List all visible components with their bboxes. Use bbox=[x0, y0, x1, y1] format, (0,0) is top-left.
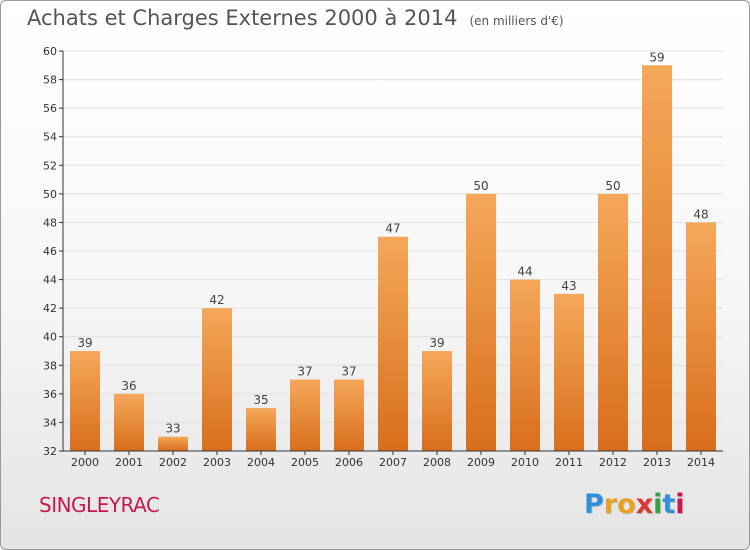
chart-title-text: Achats et Charges Externes 2000 à 2014 bbox=[27, 6, 458, 30]
bar bbox=[686, 222, 716, 451]
bar bbox=[466, 193, 496, 451]
bar bbox=[290, 379, 320, 451]
y-tick-label: 34 bbox=[43, 416, 57, 429]
x-tick-label: 2007 bbox=[379, 456, 407, 469]
x-tick-label: 2011 bbox=[555, 456, 583, 469]
bar bbox=[510, 279, 540, 451]
bar bbox=[422, 351, 452, 451]
data-label: 39 bbox=[429, 336, 444, 350]
x-tick-label: 2006 bbox=[335, 456, 363, 469]
data-label: 47 bbox=[385, 222, 400, 236]
x-tick-label: 2014 bbox=[687, 456, 715, 469]
x-tick-label: 2001 bbox=[115, 456, 143, 469]
y-tick-label: 56 bbox=[43, 102, 57, 115]
tick-labels: 32 34 36 38 40 42 44 46 48 50 52 54 56 58 60 39 2000 36 20… bbox=[43, 45, 715, 469]
axes bbox=[59, 50, 723, 455]
x-tick-label: 2013 bbox=[643, 456, 671, 469]
data-label: 50 bbox=[605, 179, 620, 193]
y-tick-label: 40 bbox=[43, 331, 57, 344]
x-tick-label: 2003 bbox=[203, 456, 231, 469]
data-label: 35 bbox=[253, 393, 268, 407]
bar bbox=[246, 408, 276, 451]
y-tick-label: 54 bbox=[43, 131, 57, 144]
bar bbox=[378, 236, 408, 451]
bar bbox=[642, 65, 672, 452]
x-tick-label: 2012 bbox=[599, 456, 627, 469]
y-tick-label: 60 bbox=[43, 45, 57, 58]
x-tick-label: 2000 bbox=[71, 456, 99, 469]
data-label: 48 bbox=[693, 207, 708, 221]
y-tick-label: 44 bbox=[43, 274, 57, 287]
data-label: 59 bbox=[649, 50, 664, 64]
bar bbox=[114, 393, 144, 451]
logo-letter: t bbox=[662, 489, 676, 520]
data-label: 44 bbox=[517, 265, 532, 279]
x-tick-label: 2010 bbox=[511, 456, 539, 469]
bar bbox=[334, 379, 364, 451]
y-tick-label: 50 bbox=[43, 188, 57, 201]
x-tick-label: 2002 bbox=[159, 456, 187, 469]
y-tick-label: 52 bbox=[43, 159, 57, 172]
y-tick-label: 36 bbox=[43, 388, 57, 401]
x-tick-label: 2005 bbox=[291, 456, 319, 469]
bar bbox=[554, 293, 584, 451]
bar bbox=[70, 351, 100, 451]
y-tick-label: 38 bbox=[43, 359, 57, 372]
chart-title: Achats et Charges Externes 2000 à 2014 (e… bbox=[27, 6, 564, 30]
y-tick-label: 46 bbox=[43, 245, 57, 258]
logo-letter: r bbox=[603, 489, 618, 520]
bar bbox=[158, 436, 188, 451]
data-label: 36 bbox=[121, 379, 136, 393]
data-label: 50 bbox=[473, 179, 488, 193]
bar bbox=[598, 193, 628, 451]
logo-letter: i bbox=[653, 489, 663, 520]
data-label: 33 bbox=[165, 422, 180, 436]
y-tick-label: 42 bbox=[43, 302, 57, 315]
data-label: 43 bbox=[561, 279, 576, 293]
proxiti-logo: Proxiti bbox=[584, 489, 685, 520]
place-name: SINGLEYRAC bbox=[39, 493, 160, 517]
data-label: 42 bbox=[209, 293, 224, 307]
data-label: 39 bbox=[77, 336, 92, 350]
logo-letter: o bbox=[617, 489, 636, 520]
x-tick-label: 2009 bbox=[467, 456, 495, 469]
y-tick-label: 32 bbox=[43, 445, 57, 458]
bar bbox=[202, 308, 232, 451]
y-tick-label: 48 bbox=[43, 216, 57, 229]
logo-letter: x bbox=[635, 489, 654, 520]
x-tick-label: 2008 bbox=[423, 456, 451, 469]
x-tick-label: 2004 bbox=[247, 456, 275, 469]
bars bbox=[70, 65, 716, 452]
y-tick-label: 58 bbox=[43, 74, 57, 87]
data-label: 37 bbox=[341, 365, 356, 379]
data-label: 37 bbox=[297, 365, 312, 379]
logo-letter: P bbox=[584, 489, 604, 520]
chart-subtitle: (en milliers d'€) bbox=[469, 14, 564, 28]
logo-letter: i bbox=[675, 489, 685, 520]
